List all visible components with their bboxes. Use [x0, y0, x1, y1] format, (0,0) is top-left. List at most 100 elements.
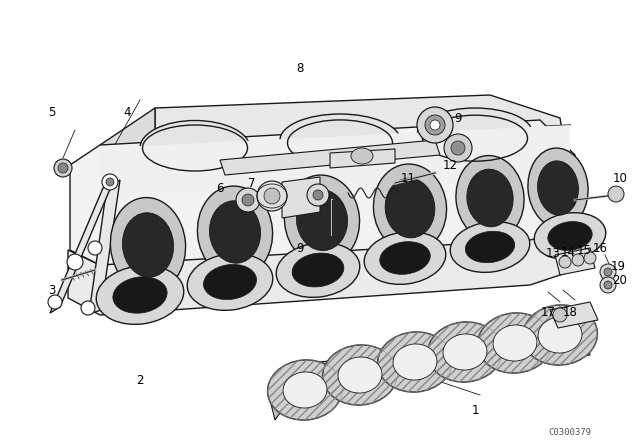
Ellipse shape [284, 175, 360, 265]
Ellipse shape [338, 357, 382, 393]
Polygon shape [330, 149, 395, 168]
Ellipse shape [111, 198, 186, 293]
Text: 6: 6 [216, 181, 224, 194]
Circle shape [307, 184, 329, 206]
Text: 16: 16 [593, 241, 607, 254]
Text: 5: 5 [48, 105, 56, 119]
Ellipse shape [364, 232, 446, 284]
Text: 17: 17 [541, 306, 556, 319]
Polygon shape [550, 302, 598, 328]
Ellipse shape [456, 155, 524, 241]
Ellipse shape [443, 334, 487, 370]
Polygon shape [555, 248, 595, 275]
Ellipse shape [122, 213, 173, 277]
Text: 8: 8 [296, 61, 304, 74]
Ellipse shape [96, 266, 184, 324]
Polygon shape [100, 125, 570, 198]
Ellipse shape [417, 108, 532, 158]
Circle shape [58, 163, 68, 173]
Text: 11: 11 [401, 172, 415, 185]
Circle shape [67, 254, 83, 270]
Ellipse shape [450, 222, 530, 272]
Text: 20: 20 [612, 273, 627, 287]
Ellipse shape [548, 222, 592, 250]
Polygon shape [70, 120, 575, 265]
Circle shape [604, 281, 612, 289]
Text: 2: 2 [136, 374, 144, 387]
Text: 14: 14 [561, 246, 575, 258]
Ellipse shape [465, 231, 515, 263]
Ellipse shape [528, 148, 588, 228]
Text: 15: 15 [577, 244, 591, 257]
Polygon shape [100, 165, 565, 215]
Circle shape [600, 277, 616, 293]
Ellipse shape [276, 243, 360, 297]
Circle shape [48, 295, 62, 309]
Circle shape [106, 178, 114, 186]
Circle shape [604, 268, 612, 276]
Ellipse shape [393, 344, 437, 380]
Ellipse shape [292, 253, 344, 287]
Polygon shape [50, 182, 113, 313]
Ellipse shape [113, 277, 167, 313]
Text: 9: 9 [296, 241, 304, 254]
Ellipse shape [380, 241, 430, 274]
Polygon shape [100, 108, 155, 185]
Circle shape [264, 188, 280, 204]
Text: 3: 3 [48, 284, 56, 297]
Text: 12: 12 [442, 159, 458, 172]
Ellipse shape [204, 264, 257, 300]
Ellipse shape [197, 186, 273, 278]
Polygon shape [89, 180, 120, 314]
Text: 7: 7 [248, 177, 256, 190]
Ellipse shape [477, 313, 552, 373]
Circle shape [102, 174, 118, 190]
Ellipse shape [268, 360, 342, 420]
Circle shape [242, 194, 254, 206]
Ellipse shape [538, 317, 582, 353]
Polygon shape [220, 140, 440, 175]
Circle shape [81, 301, 95, 315]
Text: 10: 10 [612, 172, 627, 185]
Circle shape [444, 134, 472, 162]
Ellipse shape [373, 164, 447, 252]
Ellipse shape [534, 213, 606, 259]
Circle shape [425, 115, 445, 135]
Circle shape [54, 159, 72, 177]
Ellipse shape [283, 372, 327, 408]
Circle shape [451, 141, 465, 155]
Circle shape [600, 264, 616, 280]
Polygon shape [270, 330, 590, 420]
Ellipse shape [188, 254, 273, 310]
Ellipse shape [351, 148, 373, 164]
Circle shape [88, 241, 102, 255]
Text: C0300379: C0300379 [548, 427, 591, 436]
Text: 1: 1 [471, 404, 479, 417]
Ellipse shape [140, 121, 250, 176]
Text: 9: 9 [454, 112, 461, 125]
Circle shape [236, 188, 260, 212]
Ellipse shape [538, 161, 579, 215]
Circle shape [430, 120, 440, 130]
Circle shape [257, 181, 287, 211]
Ellipse shape [323, 345, 397, 405]
Ellipse shape [428, 322, 502, 382]
Polygon shape [155, 95, 565, 148]
Polygon shape [68, 225, 575, 315]
Circle shape [608, 186, 624, 202]
Circle shape [584, 252, 596, 264]
Circle shape [553, 308, 567, 322]
Ellipse shape [522, 305, 598, 365]
Ellipse shape [378, 332, 452, 392]
Ellipse shape [280, 114, 400, 166]
Ellipse shape [467, 169, 513, 227]
Text: 18: 18 [563, 306, 577, 319]
Circle shape [559, 256, 571, 268]
Text: 4: 4 [124, 105, 131, 119]
Text: 19: 19 [611, 259, 625, 272]
Text: 13: 13 [545, 246, 561, 259]
Circle shape [572, 254, 584, 266]
Polygon shape [282, 177, 320, 218]
Ellipse shape [385, 178, 435, 238]
Ellipse shape [493, 325, 537, 361]
